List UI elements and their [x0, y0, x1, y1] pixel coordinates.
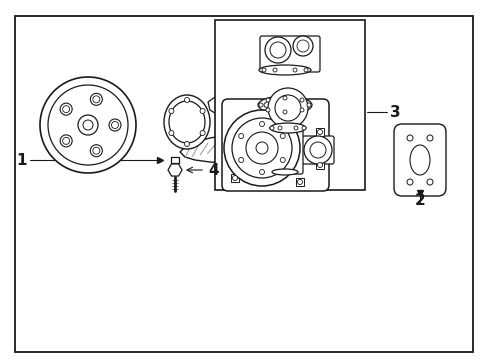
- Ellipse shape: [269, 124, 299, 132]
- Circle shape: [269, 42, 285, 58]
- Circle shape: [109, 119, 121, 131]
- Circle shape: [267, 88, 307, 128]
- Ellipse shape: [409, 145, 429, 175]
- Text: 1: 1: [17, 153, 27, 167]
- Circle shape: [304, 68, 307, 72]
- Ellipse shape: [269, 123, 305, 133]
- Circle shape: [293, 126, 297, 130]
- Circle shape: [265, 108, 269, 112]
- Circle shape: [317, 162, 322, 167]
- Circle shape: [283, 96, 286, 100]
- Text: 3: 3: [389, 104, 400, 120]
- Text: 2: 2: [414, 193, 425, 208]
- Circle shape: [280, 158, 285, 162]
- Circle shape: [78, 115, 98, 135]
- Bar: [230, 174, 239, 182]
- Circle shape: [200, 131, 204, 135]
- Circle shape: [304, 136, 331, 164]
- Circle shape: [297, 180, 302, 185]
- Ellipse shape: [259, 65, 310, 75]
- Circle shape: [256, 142, 267, 154]
- Ellipse shape: [271, 169, 297, 175]
- Ellipse shape: [163, 95, 209, 149]
- Circle shape: [231, 118, 291, 178]
- Circle shape: [306, 103, 310, 107]
- Circle shape: [292, 36, 312, 56]
- Circle shape: [302, 126, 305, 130]
- Bar: [315, 128, 324, 136]
- Circle shape: [259, 103, 263, 107]
- Circle shape: [296, 40, 308, 52]
- Circle shape: [90, 145, 102, 157]
- Circle shape: [93, 147, 100, 154]
- Circle shape: [299, 98, 304, 102]
- FancyBboxPatch shape: [266, 126, 303, 174]
- Text: 4: 4: [207, 162, 218, 177]
- Circle shape: [60, 103, 72, 115]
- Circle shape: [292, 68, 296, 72]
- Circle shape: [262, 68, 265, 72]
- Circle shape: [278, 126, 282, 130]
- Circle shape: [40, 77, 136, 173]
- Ellipse shape: [258, 96, 311, 114]
- FancyBboxPatch shape: [302, 136, 333, 164]
- Circle shape: [259, 122, 264, 126]
- Circle shape: [168, 131, 174, 135]
- Ellipse shape: [169, 101, 204, 143]
- Circle shape: [238, 134, 243, 139]
- Circle shape: [265, 98, 269, 102]
- Circle shape: [280, 134, 285, 139]
- Circle shape: [272, 68, 276, 72]
- Circle shape: [200, 108, 204, 113]
- Circle shape: [62, 138, 69, 144]
- Circle shape: [269, 126, 273, 130]
- Circle shape: [60, 135, 72, 147]
- Circle shape: [309, 142, 325, 158]
- Circle shape: [245, 132, 278, 164]
- Circle shape: [317, 130, 322, 135]
- Bar: [315, 161, 324, 169]
- Bar: [215, 20, 364, 190]
- Circle shape: [238, 158, 243, 162]
- Circle shape: [83, 120, 93, 130]
- Circle shape: [259, 170, 264, 175]
- Circle shape: [224, 110, 299, 186]
- Circle shape: [111, 122, 118, 129]
- Circle shape: [426, 135, 432, 141]
- Circle shape: [426, 179, 432, 185]
- Bar: [295, 178, 304, 186]
- FancyBboxPatch shape: [393, 124, 445, 196]
- Circle shape: [184, 141, 189, 147]
- Circle shape: [62, 105, 69, 113]
- Circle shape: [48, 85, 128, 165]
- Circle shape: [274, 95, 301, 121]
- Circle shape: [406, 179, 412, 185]
- Circle shape: [406, 135, 412, 141]
- Circle shape: [264, 37, 290, 63]
- Circle shape: [93, 96, 100, 103]
- Ellipse shape: [264, 99, 305, 111]
- FancyBboxPatch shape: [222, 99, 328, 191]
- Circle shape: [184, 98, 189, 103]
- FancyBboxPatch shape: [260, 36, 319, 72]
- Circle shape: [283, 110, 286, 114]
- Circle shape: [90, 93, 102, 105]
- Circle shape: [299, 108, 304, 112]
- Circle shape: [168, 108, 174, 113]
- Circle shape: [232, 176, 237, 180]
